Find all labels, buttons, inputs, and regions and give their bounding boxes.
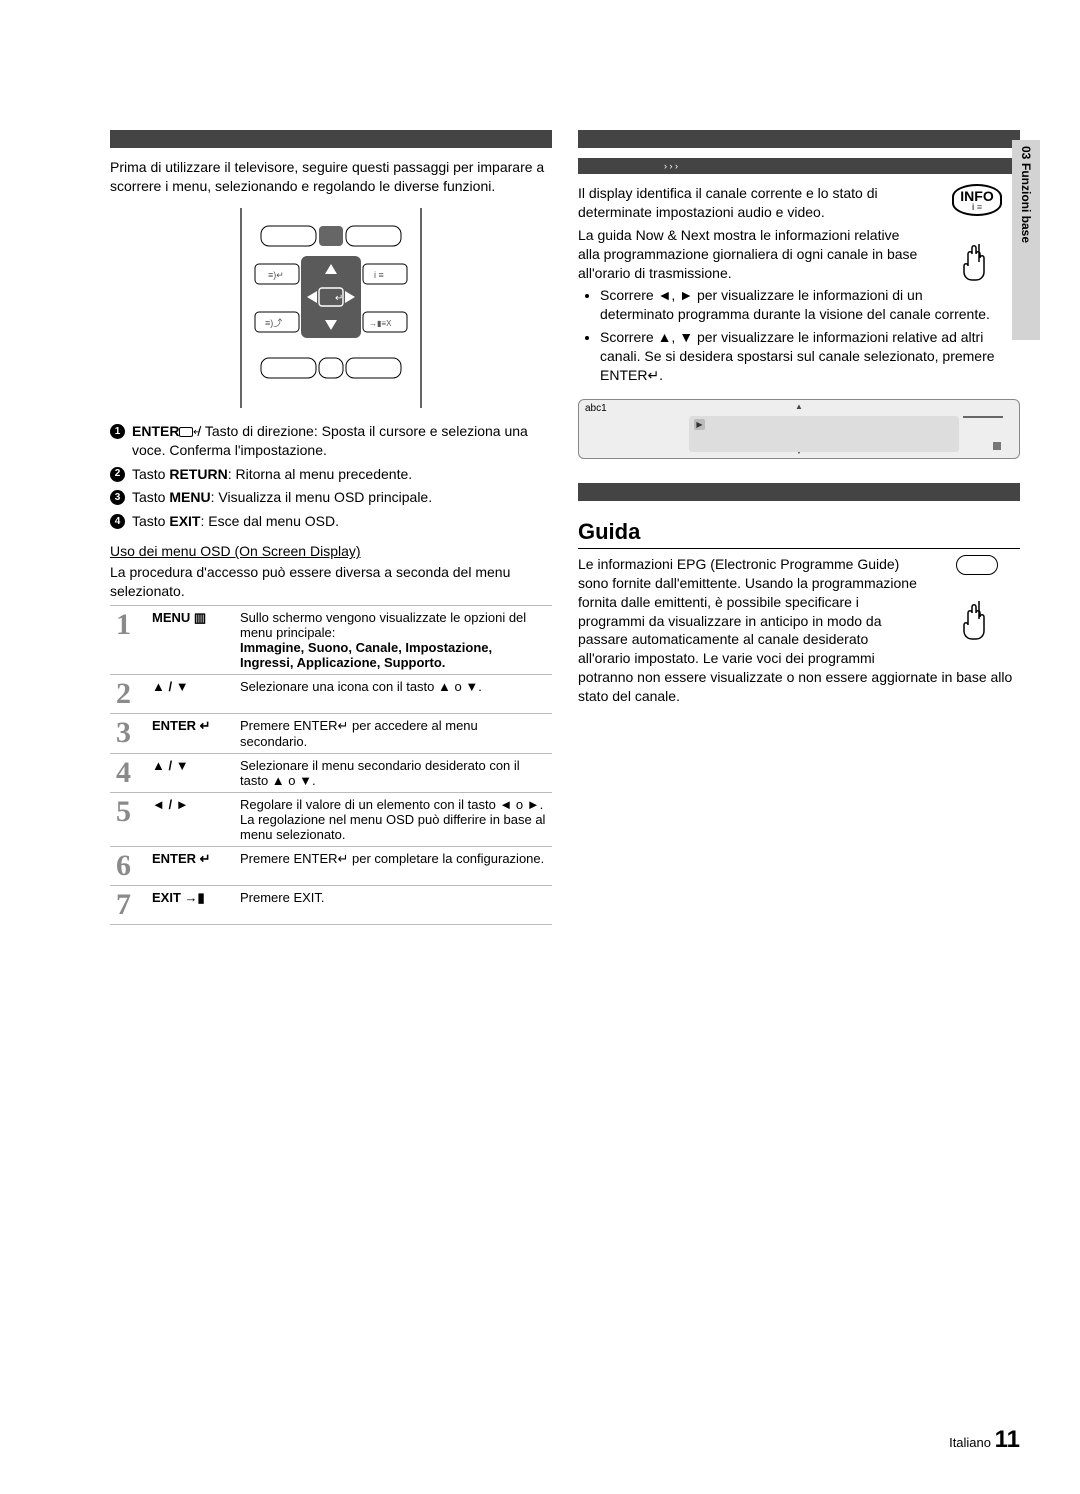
hand-icon xyxy=(942,577,1012,647)
item-number: 1 xyxy=(110,424,125,439)
section-bar xyxy=(578,483,1020,501)
step-desc: Selezionare il menu secondario desiderat… xyxy=(234,754,552,793)
channel-square xyxy=(993,442,1001,450)
left-column: Prima di utilizzare il televisore, segui… xyxy=(110,130,552,925)
step-desc: Selezionare una icona con il tasto ▲ o ▼… xyxy=(234,675,552,714)
table-row: 7 EXIT →▮ Premere EXIT. xyxy=(110,886,552,925)
list-item: 2Tasto RETURN: Ritorna al menu precedent… xyxy=(110,465,552,484)
step-number: 2 xyxy=(110,675,146,714)
channel-info-box: abc1 ▲ ▼ ▶ xyxy=(578,399,1020,459)
step-number: 7 xyxy=(110,886,146,925)
table-row: 3 ENTER ↵ Premere ENTER↵ per accedere al… xyxy=(110,714,552,754)
list-item: 4Tasto EXIT: Esce dal menu OSD. xyxy=(110,512,552,531)
breadcrumb-glyphs: › › › xyxy=(664,161,678,171)
breadcrumb-bar: › › › xyxy=(578,158,1020,174)
list-item: 1ENTER / Tasto di direzione: Sposta il c… xyxy=(110,422,552,460)
svg-text:→▮≡X: →▮≡X xyxy=(369,319,392,328)
button-descriptions: 1ENTER / Tasto di direzione: Sposta il c… xyxy=(110,422,552,531)
svg-text:≡)↵: ≡)↵ xyxy=(268,270,284,280)
svg-text:i ≡: i ≡ xyxy=(374,270,384,280)
table-row: 1 MENU ▥ Sullo schermo vengono visualizz… xyxy=(110,606,552,675)
bullet-list: Scorrere ◄, ► per visualizzare le inform… xyxy=(578,286,1020,384)
step-number: 4 xyxy=(110,754,146,793)
page-footer: Italiano 11 xyxy=(949,1426,1020,1454)
step-button: ▲ / ▼ xyxy=(146,675,234,714)
step-desc: Regolare il valore di un elemento con il… xyxy=(234,793,552,847)
right-column: › › › INFO i ≡ Il display identifica il … xyxy=(578,130,1020,925)
remote-key-icon xyxy=(956,555,998,575)
chapter-number: 03 xyxy=(1019,146,1033,159)
step-button: ENTER ↵ xyxy=(146,714,234,754)
step-desc: Sullo schermo vengono visualizzate le op… xyxy=(234,606,552,675)
remote-diagram: ≡)↵ i ≡ ↵ ≡)⤴ →▮≡X xyxy=(231,208,431,408)
step-button: ▲ / ▼ xyxy=(146,754,234,793)
steps-table: 1 MENU ▥ Sullo schermo vengono visualizz… xyxy=(110,605,552,925)
step-button: MENU ▥ xyxy=(146,606,234,675)
table-row: 6 ENTER ↵ Premere ENTER↵ per completare … xyxy=(110,847,552,886)
step-desc: Premere ENTER↵ per completare la configu… xyxy=(234,847,552,886)
step-number: 6 xyxy=(110,847,146,886)
item-number: 2 xyxy=(110,467,125,482)
manual-page: 03 Funzioni base Prima di utilizzare il … xyxy=(0,0,1080,1494)
svg-text:↵: ↵ xyxy=(335,293,343,304)
info-button-illustration: INFO i ≡ xyxy=(934,184,1020,293)
step-button: EXIT →▮ xyxy=(146,886,234,925)
up-arrow-icon: ▲ xyxy=(795,402,803,411)
table-row: 4 ▲ / ▼ Selezionare il menu secondario d… xyxy=(110,754,552,793)
osd-intro: La procedura d'accesso può essere divers… xyxy=(110,563,552,601)
channel-inner xyxy=(689,416,959,452)
enter-icon xyxy=(179,427,193,437)
intro-text: Prima di utilizzare il televisore, segui… xyxy=(110,158,552,196)
guida-heading: Guida xyxy=(578,519,1020,549)
hand-icon xyxy=(942,218,1012,288)
osd-subhead: Uso dei menu OSD (On Screen Display) xyxy=(110,543,552,559)
table-row: 5 ◄ / ► Regolare il valore di un element… xyxy=(110,793,552,847)
item-number: 3 xyxy=(110,490,125,505)
content-columns: Prima di utilizzare il televisore, segui… xyxy=(110,130,1020,925)
page-number: 11 xyxy=(995,1426,1020,1453)
step-number: 1 xyxy=(110,606,146,675)
list-item: 3Tasto MENU: Visualizza il menu OSD prin… xyxy=(110,488,552,507)
list-item: Scorrere ▲, ▼ per visualizzare le inform… xyxy=(600,328,1020,385)
channel-label: abc1 xyxy=(585,403,607,414)
section-bar xyxy=(110,130,552,148)
step-number: 3 xyxy=(110,714,146,754)
section-bar xyxy=(578,130,1020,148)
svg-text:≡)⤴: ≡)⤴ xyxy=(265,317,282,328)
chapter-tab: 03 Funzioni base xyxy=(1012,140,1040,340)
play-icon: ▶ xyxy=(694,419,705,430)
table-row: 2 ▲ / ▼ Selezionare una icona con il tas… xyxy=(110,675,552,714)
step-desc: Premere ENTER↵ per accedere al menu seco… xyxy=(234,714,552,754)
step-desc: Premere EXIT. xyxy=(234,886,552,925)
info-badge: INFO i ≡ xyxy=(952,184,1001,216)
language-label: Italiano xyxy=(949,1435,991,1450)
item-number: 4 xyxy=(110,514,125,529)
guide-button-illustration xyxy=(934,555,1020,652)
step-button: ENTER ↵ xyxy=(146,847,234,886)
channel-line xyxy=(963,416,1003,418)
step-number: 5 xyxy=(110,793,146,847)
chapter-label: Funzioni base xyxy=(1019,163,1033,243)
step-button: ◄ / ► xyxy=(146,793,234,847)
